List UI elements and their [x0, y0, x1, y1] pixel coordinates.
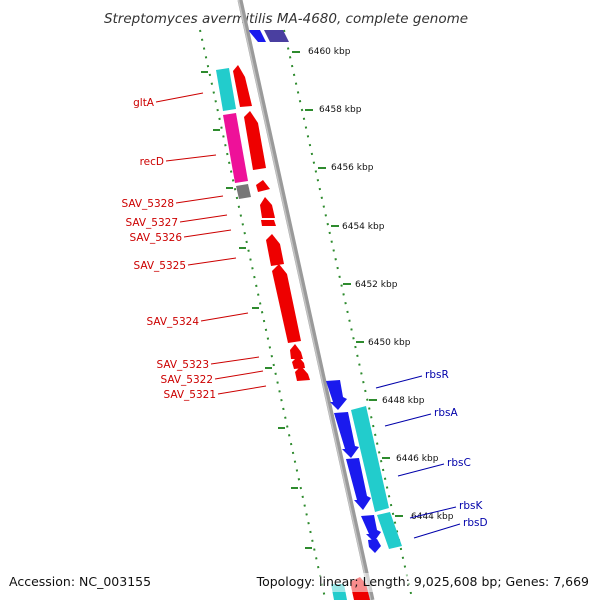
kbp-label: 6458 kbp	[319, 105, 362, 115]
topology-text: Topology: linear; Length: 9,025,608 bp; …	[256, 574, 589, 589]
leader-line	[384, 413, 432, 427]
label-SAV_5324: SAV_5324	[146, 316, 199, 328]
kbp-scale: 6460 kbp 6458 kbp 6456 kbp 6454 kbp 6452…	[292, 47, 454, 522]
kbp-label: 6446 kbp	[396, 454, 439, 464]
right-strand-genes	[326, 380, 402, 553]
label-rbsR: rbsR	[425, 369, 449, 381]
gene-partial-top-purple	[264, 30, 289, 42]
kbp-label: 6452 kbp	[355, 280, 398, 290]
leader-line	[214, 370, 264, 380]
left-gene-labels: gltA recD SAV_5328 SAV_5327 SAV_5326 SAV…	[121, 92, 267, 401]
gene-grey-small	[236, 184, 251, 199]
label-rbsK: rbsK	[459, 500, 483, 512]
gene-blue-rbsK	[361, 515, 381, 542]
gene-red-SAV_5322	[292, 356, 305, 369]
gene-blue-rbsD	[368, 539, 381, 553]
leader-line	[200, 312, 249, 322]
leader-line	[409, 506, 457, 519]
leader-line	[175, 195, 224, 204]
kbp-label: 6448 kbp	[382, 396, 425, 406]
gene-cyan-lower	[377, 512, 402, 549]
leader-line	[179, 214, 228, 223]
minor-ticks	[201, 71, 312, 549]
backbone-line	[237, 0, 375, 600]
leader-line	[217, 385, 267, 395]
label-rbsA: rbsA	[434, 407, 458, 419]
gene-blue-rbsR	[326, 380, 347, 410]
leader-line	[187, 257, 237, 266]
gene-red-SAV_5324	[272, 264, 301, 343]
gene-red-SAV_5325	[266, 234, 284, 266]
kbp-label: 6454 kbp	[342, 222, 385, 232]
left-strand-genes	[216, 65, 310, 381]
leader-line	[397, 463, 445, 477]
gene-partial-top-blue	[248, 30, 266, 42]
leader-line	[155, 92, 204, 103]
gene-red-SAV_5321	[295, 366, 310, 381]
right-dotted-line	[283, 29, 413, 599]
label-SAV_5322: SAV_5322	[160, 374, 213, 386]
gene-cyan-large	[351, 406, 389, 512]
label-SAV_5327: SAV_5327	[125, 217, 178, 229]
gene-red-SAV_5328	[256, 180, 270, 192]
backbone-highlight	[237, 0, 372, 600]
gene-gltA-cyan	[216, 68, 236, 111]
label-SAV_5323: SAV_5323	[156, 359, 209, 371]
gene-red-gltA	[233, 65, 252, 107]
label-rbsD: rbsD	[463, 517, 488, 529]
top-partial-genes	[248, 30, 289, 42]
kbp-label: 6444 kbp	[411, 512, 454, 522]
genome-backbone	[237, 0, 375, 600]
label-rbsC: rbsC	[447, 457, 471, 469]
kbp-label: 6450 kbp	[368, 338, 411, 348]
gene-red-SAV_5327	[260, 197, 275, 218]
leader-line	[165, 154, 217, 162]
left-dotted-line	[199, 29, 326, 599]
label-SAV_5321: SAV_5321	[163, 389, 216, 401]
label-recD: recD	[140, 156, 164, 168]
gene-red-recD	[244, 111, 266, 170]
gene-red-SAV_5323	[290, 344, 303, 359]
leader-line	[413, 523, 461, 539]
leader-line	[183, 229, 232, 238]
right-gene-labels: rbsR rbsA rbsC rbsK rbsD	[375, 369, 488, 539]
gene-red-SAV_5326	[261, 220, 276, 226]
kbp-label: 6460 kbp	[308, 47, 351, 57]
label-SAV_5328: SAV_5328	[121, 198, 174, 210]
leader-line	[375, 375, 423, 389]
label-SAV_5325: SAV_5325	[133, 260, 186, 272]
gene-blue-rbsA	[334, 412, 359, 458]
gene-recD-magenta	[223, 113, 248, 183]
footer-backdrop	[270, 573, 592, 592]
leader-line	[210, 356, 260, 365]
label-gltA: gltA	[133, 97, 155, 109]
gene-blue-rbsC	[346, 458, 371, 510]
map-title: Streptomyces avermitilis MA-4680, comple…	[104, 11, 468, 27]
accession-text: Accession: NC_003155	[9, 574, 151, 589]
label-SAV_5326: SAV_5326	[129, 232, 182, 244]
kbp-label: 6456 kbp	[331, 163, 374, 173]
